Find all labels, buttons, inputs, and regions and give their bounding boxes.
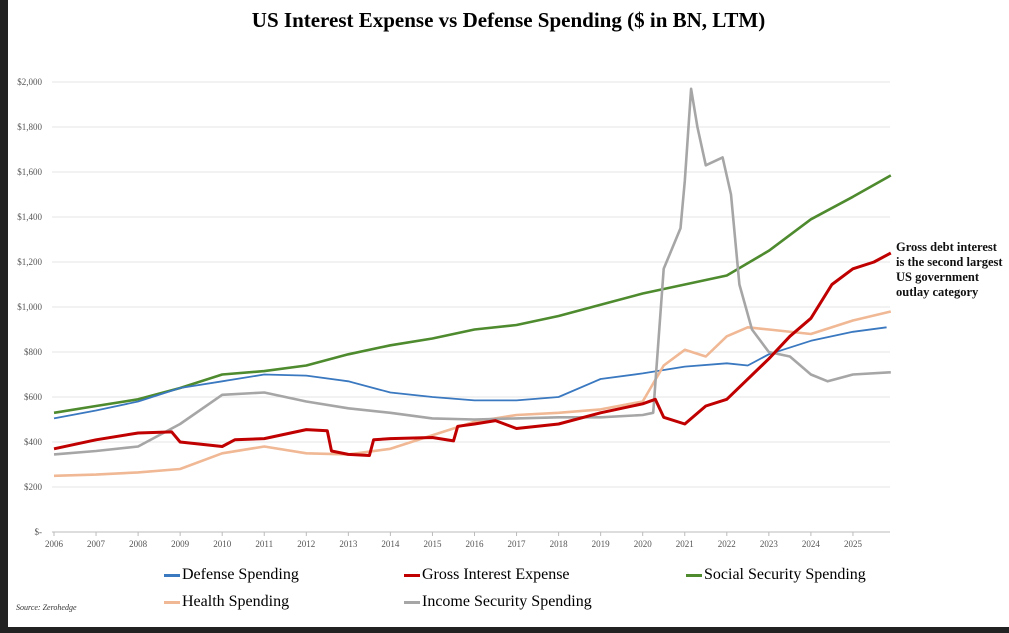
legend-item: Income Security Spending: [404, 593, 592, 611]
x-tick-label: 2025: [844, 539, 863, 549]
legend-swatch: [164, 600, 180, 604]
series-line-social-security-spending: [53, 174, 892, 415]
x-tick-label: 2019: [592, 539, 611, 549]
series-line-health-spending: [53, 310, 892, 478]
legend-label: Gross Interest Expense: [422, 566, 570, 583]
y-tick-label: $1,800: [17, 122, 42, 132]
legend-swatch: [686, 573, 702, 577]
source-note: Source: Zerohedge: [16, 603, 77, 612]
legend-swatch: [164, 573, 180, 577]
legend-label: Social Security Spending: [704, 566, 866, 583]
y-tick-label: $2,000: [17, 77, 42, 87]
legend-label: Health Spending: [182, 593, 290, 610]
x-tick-label: 2022: [718, 539, 736, 549]
x-tick-label: 2016: [466, 539, 485, 549]
legend-item: Health Spending: [164, 593, 289, 611]
x-tick-label: 2021: [676, 539, 694, 549]
y-tick-label: $600: [24, 392, 43, 402]
y-tick-label: $1,200: [17, 257, 42, 267]
y-tick-label: $1,600: [17, 167, 42, 177]
y-tick-label: $1,400: [17, 212, 42, 222]
x-tick-label: 2014: [381, 539, 400, 549]
y-tick-label: $400: [24, 437, 43, 447]
x-tick-label: 2010: [213, 539, 232, 549]
x-tick-label: 2023: [760, 539, 779, 549]
series-line-defense-spending: [53, 326, 887, 420]
annotation: Gross debt interest is the second larges…: [896, 240, 1003, 299]
x-tick-label: 2008: [129, 539, 148, 549]
chart-title: US Interest Expense vs Defense Spending …: [251, 8, 766, 32]
series-line-gross-interest-expense: [53, 251, 892, 457]
x-tick-label: 2017: [508, 539, 527, 549]
x-tick-label: 2007: [87, 539, 106, 549]
chart-container: US Interest Expense vs Defense Spending …: [8, 0, 1009, 627]
x-tick-label: 2013: [339, 539, 358, 549]
y-tick-label: $-: [35, 527, 43, 537]
legend-swatch: [404, 573, 420, 577]
x-tick-label: 2012: [297, 539, 315, 549]
series-line-income-security-spending: [53, 87, 891, 456]
legend-item: Defense Spending: [164, 566, 299, 584]
y-tick-label: $1,000: [17, 302, 42, 312]
legend-item: Social Security Spending: [686, 566, 866, 584]
x-tick-label: 2018: [550, 539, 569, 549]
x-tick-label: 2020: [634, 539, 653, 549]
x-tick-label: 2011: [255, 539, 273, 549]
x-tick-label: 2009: [171, 539, 190, 549]
legend-label: Income Security Spending: [422, 593, 592, 610]
legend-item: Gross Interest Expense: [404, 566, 570, 584]
x-tick-label: 2006: [45, 539, 64, 549]
line-chart: $- $200 $400 $600 $800 $1,000 $1,200 $1,400 $1,6…: [17, 77, 892, 549]
legend-label: Defense Spending: [182, 566, 299, 583]
y-tick-label: $800: [24, 347, 43, 357]
x-tick-label: 2015: [423, 539, 442, 549]
x-tick-label: 2024: [802, 539, 821, 549]
legend-swatch: [404, 600, 420, 604]
y-tick-label: $200: [24, 482, 43, 492]
